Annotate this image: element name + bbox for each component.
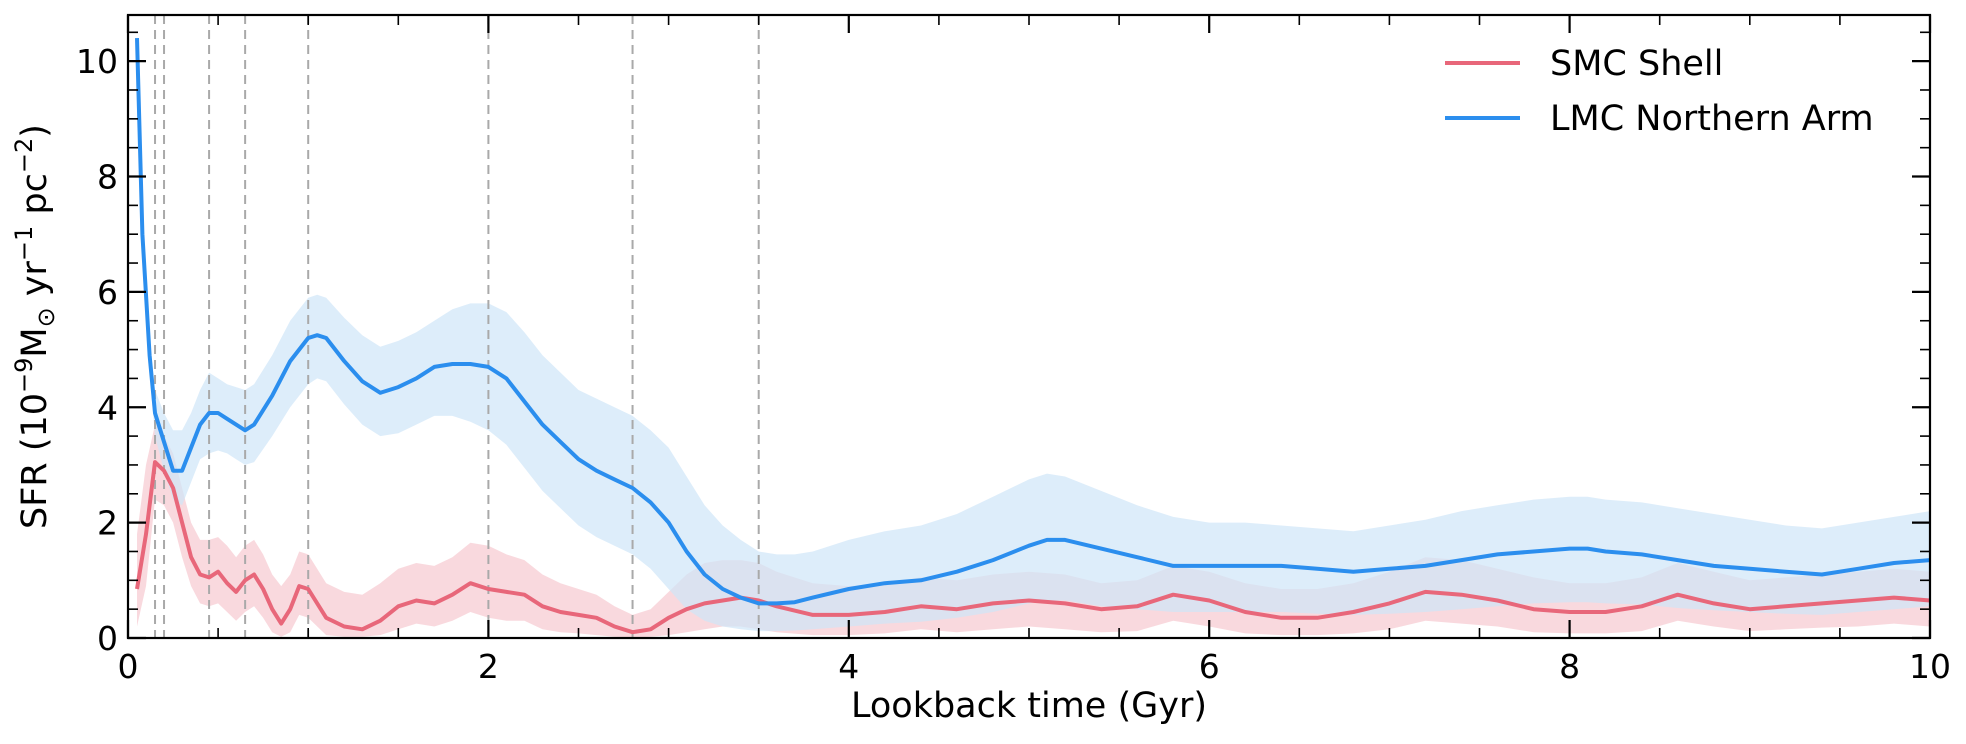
y-axis-label-exp1: −9 [10, 358, 38, 393]
x-tick-label: 2 [478, 647, 499, 686]
y-axis-label-yr: yr [15, 260, 55, 307]
x-tick-label: 4 [838, 647, 859, 686]
x-axis-label: Lookback time (Gyr) [851, 686, 1207, 726]
band-lmc-northern-arm [137, 38, 1930, 632]
y-axis-label: SFR (10−9M⊙ yr−1 pc−2) [10, 124, 60, 529]
x-tick-label: 0 [118, 647, 139, 686]
y-axis-label-exp3: −2 [10, 138, 38, 173]
y-axis-label-close: ) [15, 124, 55, 138]
legend: SMC Shell LMC Northern Arm [1445, 44, 1874, 139]
y-axis-label-base: SFR (10 [15, 393, 55, 529]
y-tick-label: 4 [97, 388, 118, 427]
y-tick-label: 6 [97, 273, 118, 312]
y-tick-label: 0 [97, 619, 118, 658]
axis-tick-labels: 0 2 4 6 8 10 0 2 4 6 8 10 [76, 42, 1951, 686]
y-axis-label-sun: ⊙ [32, 307, 60, 327]
legend-label-lmc-northern-arm: LMC Northern Arm [1550, 99, 1874, 139]
axis-ticks [126, 15, 1932, 640]
x-tick-label: 10 [1909, 647, 1951, 686]
x-tick-label: 8 [1559, 647, 1580, 686]
legend-label-smc-shell: SMC Shell [1550, 44, 1723, 84]
x-tick-label: 6 [1199, 647, 1220, 686]
series-line-smc-shell [135, 460, 1931, 635]
y-axis-label-pc: pc [15, 173, 55, 226]
y-axis-label-exp2: −1 [10, 226, 38, 261]
series-lines [135, 38, 1931, 635]
y-tick-label: 10 [76, 42, 118, 81]
uncertainty-bands [137, 38, 1930, 638]
y-tick-label: 8 [97, 158, 118, 197]
y-axis-label-mass: M [15, 327, 55, 357]
series-line-lmc-northern-arm [135, 38, 1931, 606]
y-tick-label: 2 [97, 504, 118, 543]
